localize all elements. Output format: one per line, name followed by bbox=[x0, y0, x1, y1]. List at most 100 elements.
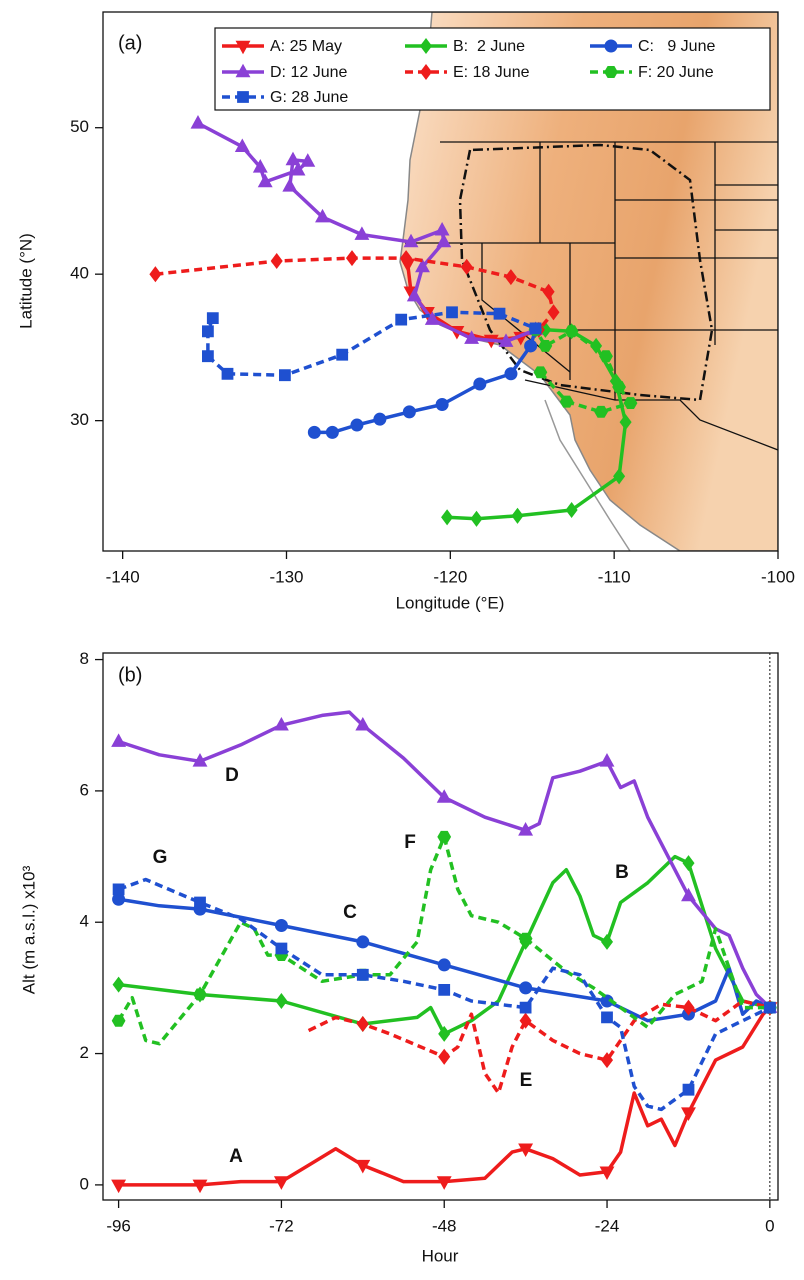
marker bbox=[519, 933, 532, 944]
marker bbox=[600, 754, 613, 766]
marker bbox=[351, 419, 363, 431]
panel-label: (b) bbox=[118, 664, 142, 686]
x-tick-label: -110 bbox=[598, 567, 631, 586]
y-tick-label: 0 bbox=[80, 1174, 89, 1193]
marker bbox=[520, 982, 532, 994]
legend-label: C: 9 June bbox=[638, 38, 715, 55]
marker bbox=[494, 308, 505, 319]
panel-label: (a) bbox=[118, 32, 142, 54]
y-tick-label: 40 bbox=[70, 264, 89, 283]
curve-label: D bbox=[225, 765, 239, 786]
marker bbox=[566, 503, 577, 517]
marker bbox=[602, 1012, 613, 1023]
x-axis-title: Hour bbox=[422, 1246, 459, 1265]
x-tick-label: -130 bbox=[269, 567, 303, 586]
marker bbox=[276, 994, 287, 1008]
marker bbox=[112, 1015, 125, 1026]
marker bbox=[191, 116, 204, 128]
legend-label: E: 18 June bbox=[453, 64, 530, 81]
marker bbox=[624, 398, 637, 409]
marker bbox=[276, 943, 287, 954]
x-tick-label: -120 bbox=[433, 567, 467, 586]
marker bbox=[438, 959, 450, 971]
marker bbox=[683, 1084, 694, 1095]
marker bbox=[357, 1017, 368, 1031]
marker bbox=[374, 413, 386, 425]
series-line bbox=[119, 857, 770, 1034]
marker bbox=[271, 254, 282, 268]
marker bbox=[113, 884, 124, 895]
marker bbox=[396, 314, 407, 325]
curve-label: E bbox=[520, 1070, 533, 1091]
marker bbox=[512, 509, 523, 523]
marker bbox=[403, 406, 415, 418]
marker bbox=[474, 378, 486, 390]
series-layer bbox=[112, 712, 777, 1192]
figure: (a) (b) Longitude (°E) Latitude (°N) Hou… bbox=[0, 0, 804, 1275]
marker bbox=[471, 512, 482, 526]
marker bbox=[195, 897, 206, 908]
marker bbox=[203, 326, 214, 337]
marker bbox=[525, 340, 537, 352]
legend-label: B: 2 June bbox=[453, 38, 525, 55]
marker bbox=[447, 307, 458, 318]
x-tick-label: 0 bbox=[765, 1216, 774, 1235]
marker bbox=[600, 351, 613, 362]
x-tick-label: -100 bbox=[761, 567, 795, 586]
curve-label: G bbox=[153, 847, 168, 868]
marker bbox=[150, 267, 161, 281]
marker bbox=[565, 326, 578, 337]
marker bbox=[438, 831, 451, 842]
marker bbox=[194, 989, 207, 1000]
y-axis-title: Latitude (°N) bbox=[16, 233, 35, 329]
y-tick-label: 8 bbox=[80, 649, 89, 668]
marker bbox=[113, 977, 124, 991]
marker bbox=[560, 396, 573, 407]
marker bbox=[326, 426, 338, 438]
plot-frame bbox=[103, 653, 778, 1200]
legend-marker bbox=[238, 92, 249, 103]
marker bbox=[539, 341, 552, 352]
legend-label: A: 25 May bbox=[270, 38, 342, 55]
x-axis-title: Longitude (°E) bbox=[396, 593, 505, 612]
marker bbox=[613, 382, 626, 393]
marker bbox=[683, 856, 694, 870]
legend-marker bbox=[605, 40, 617, 52]
marker bbox=[505, 368, 517, 380]
marker bbox=[534, 367, 547, 378]
marker bbox=[682, 1108, 695, 1120]
curve-label: C bbox=[343, 902, 357, 923]
legend-label: D: 12 June bbox=[270, 64, 347, 81]
marker bbox=[337, 349, 348, 360]
curve-label: B bbox=[615, 862, 629, 883]
curve-label: F bbox=[404, 832, 416, 853]
marker bbox=[439, 1050, 450, 1064]
y-tick-label: 50 bbox=[70, 117, 89, 136]
marker bbox=[442, 510, 453, 524]
x-tick-label: -48 bbox=[432, 1216, 457, 1235]
marker bbox=[275, 920, 287, 932]
marker bbox=[436, 399, 448, 411]
x-tick-label: -72 bbox=[269, 1216, 294, 1235]
marker bbox=[439, 985, 450, 996]
legend-marker bbox=[605, 67, 618, 78]
x-tick-label: -24 bbox=[595, 1216, 620, 1235]
marker bbox=[203, 351, 214, 362]
y-axis-title: Alt (m a.s.l.) x10³ bbox=[19, 865, 38, 994]
marker bbox=[357, 969, 368, 980]
y-tick-label: 2 bbox=[80, 1043, 89, 1062]
marker bbox=[530, 323, 541, 334]
marker bbox=[207, 313, 218, 324]
marker bbox=[222, 368, 233, 379]
marker bbox=[347, 251, 358, 265]
marker bbox=[283, 179, 296, 191]
marker bbox=[112, 734, 125, 746]
x-tick-label: -96 bbox=[106, 1216, 131, 1235]
x-tick-label: -140 bbox=[106, 567, 140, 586]
y-tick-label: 30 bbox=[70, 410, 89, 429]
legend-label: G: 28 June bbox=[270, 89, 348, 106]
marker bbox=[357, 936, 369, 948]
marker bbox=[280, 370, 291, 381]
y-tick-label: 6 bbox=[80, 780, 89, 799]
marker bbox=[765, 1002, 776, 1013]
